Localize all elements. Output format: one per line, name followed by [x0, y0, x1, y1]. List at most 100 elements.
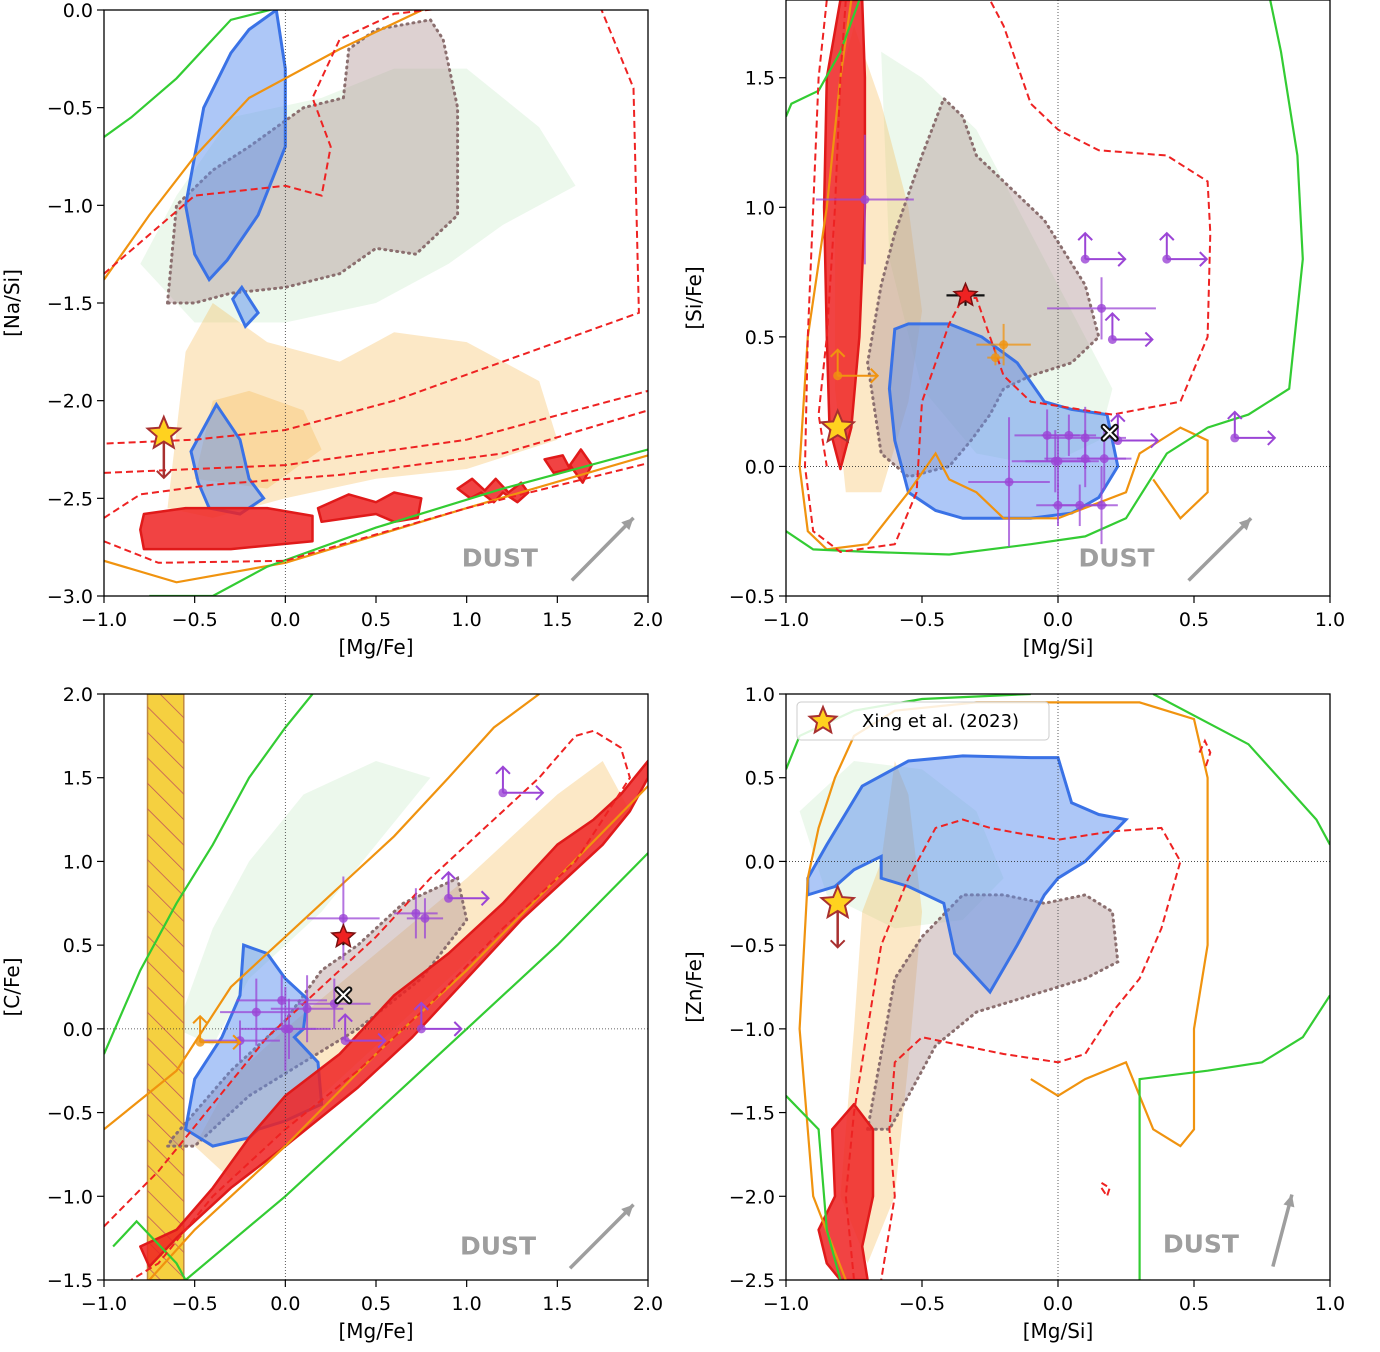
red-dashed-contour: [104, 462, 648, 564]
limit-arrowhead: [1159, 231, 1175, 241]
x-tick-label: −0.5: [899, 1293, 945, 1315]
dust-label: DUST: [460, 1231, 536, 1260]
xing-star-point: [145, 414, 183, 480]
marker: [1230, 433, 1240, 443]
red-star-marker: [330, 922, 357, 949]
y-axis-label: [Zn/Fe]: [682, 951, 706, 1022]
x-tick-label: −1.0: [763, 1293, 809, 1315]
y-tick-label: −1.0: [47, 1186, 93, 1208]
limit-arrowhead: [453, 1021, 463, 1037]
marker: [1107, 334, 1117, 344]
limit-arrowhead: [1117, 251, 1127, 267]
y-tick-label: −1.5: [729, 1103, 775, 1125]
x-tick-label: 0.5: [361, 609, 391, 631]
y-tick-label: −2.0: [47, 391, 93, 413]
marker: [277, 995, 287, 1005]
y-tick-label: −1.5: [47, 293, 93, 315]
data-point: [200, 1020, 280, 1061]
legend-box: [796, 701, 1050, 741]
red-dashed-contour: [104, 389, 648, 474]
orange-contour-line: [148, 785, 648, 1280]
x-tick-label: 1.5: [542, 609, 572, 631]
dust-label: DUST: [1078, 543, 1154, 572]
limit-arrowhead: [1144, 331, 1154, 348]
plot-area: DUST: [104, 10, 648, 596]
legend: Xing et al. (2023): [796, 701, 1050, 741]
orange-contour-line: [104, 694, 540, 1131]
green-contour-line: [104, 10, 275, 138]
marker: [416, 1024, 426, 1034]
data-point: [192, 1014, 242, 1050]
x-tick-label: 1.0: [452, 609, 482, 631]
x-tick-label: 0.0: [270, 1293, 300, 1315]
marker: [302, 1004, 312, 1014]
dust-arrow: [570, 516, 635, 582]
y-axis-label: [Na/Si]: [0, 269, 24, 337]
data-point: [236, 975, 328, 1026]
x-tick-label: 0.5: [1179, 1293, 1209, 1315]
x-tick-label: 1.0: [452, 1293, 482, 1315]
limit-arrowhead: [156, 470, 172, 480]
limit-arrowhead: [829, 348, 846, 358]
panel-bottom-left: DUST−1.0 −0.5 0.0 0.5 1.0 1.5 2.0−1.5−1.0−0.50…: [0, 684, 663, 1343]
plot-area: DUST: [786, 0, 1330, 596]
red-star-point: [946, 281, 985, 307]
y-tick-label: 1.5: [745, 68, 775, 90]
y-tick-label: 1.5: [63, 768, 93, 790]
limit-arrowhead: [1104, 312, 1121, 322]
blue-region: [184, 10, 287, 283]
y-tick-label: −1.0: [729, 1019, 775, 1041]
red-dashed-contour: [844, 818, 1182, 1280]
blue-region: [189, 401, 266, 516]
y-tick-label: 0.0: [63, 0, 93, 22]
marker: [284, 1024, 294, 1034]
red-dashed-contour: [1198, 738, 1212, 770]
orange-contour-line: [798, 0, 1209, 551]
red-dashed-contour: [104, 10, 640, 445]
limit-arrowhead: [232, 1034, 242, 1050]
data-point: [307, 876, 380, 961]
observed-band-hatch: [147, 694, 184, 1280]
data-point: [1104, 312, 1154, 348]
marker: [338, 913, 348, 923]
red-star-point: [330, 922, 357, 949]
limit-arrowhead: [192, 1014, 208, 1024]
marker: [195, 1037, 205, 1047]
data-point: [440, 870, 490, 906]
data-point: [815, 134, 914, 265]
star-marker: [819, 408, 857, 444]
blue-region: [806, 754, 1130, 995]
dust-arrow: [1271, 1194, 1294, 1268]
marker: [860, 195, 870, 205]
green-contour-line: [1138, 994, 1330, 1280]
x-tick-label: −0.5: [899, 609, 945, 631]
marker: [1162, 254, 1172, 264]
limit-arrowhead: [1077, 231, 1093, 241]
limit-arrowhead: [1150, 432, 1160, 449]
red-region: [139, 506, 314, 551]
data-point: [394, 888, 438, 939]
marker: [1097, 303, 1107, 313]
green-contour-line: [786, 0, 1304, 556]
dust-arrowhead: [1283, 1194, 1295, 1208]
limit-arrowhead: [413, 1001, 430, 1011]
brown-dotted-region: [865, 893, 1120, 1131]
data-point: [337, 1013, 387, 1049]
green-contour-line: [149, 448, 648, 596]
data-point: [829, 348, 880, 384]
dust-arrow: [568, 1203, 635, 1270]
x-axis-label: [Mg/Si]: [1023, 635, 1094, 659]
orange-contour-line: [104, 10, 425, 281]
xing-star-point: [819, 883, 857, 949]
red-region: [543, 454, 572, 475]
marker: [999, 340, 1009, 350]
x-tick-label: 1.0: [1315, 609, 1345, 631]
x-axis-label: [Mg/Fe]: [338, 635, 413, 659]
y-tick-label: −1.0: [47, 195, 93, 217]
x-tick-label: 2.0: [633, 609, 663, 631]
y-tick-label: 0.0: [745, 851, 775, 873]
x-tick-label: 0.0: [1043, 1293, 1073, 1315]
data-point: [261, 998, 317, 1059]
dust-label: DUST: [1163, 1230, 1239, 1259]
x-tick-label: −1.0: [81, 609, 127, 631]
